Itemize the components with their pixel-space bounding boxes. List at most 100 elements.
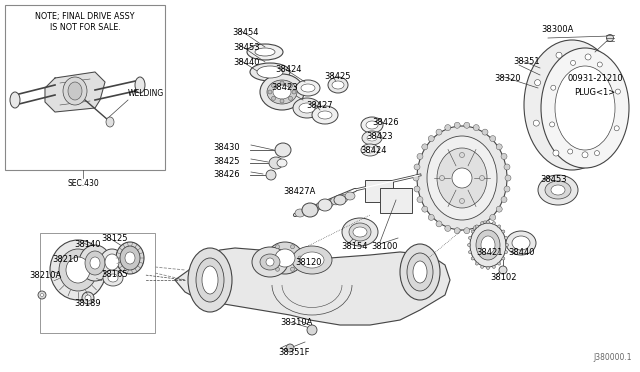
- Circle shape: [467, 244, 470, 247]
- Ellipse shape: [541, 48, 629, 168]
- Ellipse shape: [470, 223, 506, 267]
- Ellipse shape: [85, 251, 105, 275]
- Ellipse shape: [188, 248, 232, 312]
- Text: PLUG<1>: PLUG<1>: [574, 88, 615, 97]
- Circle shape: [440, 176, 445, 180]
- Circle shape: [597, 62, 602, 67]
- Text: 38430: 38430: [213, 143, 239, 152]
- Ellipse shape: [273, 85, 291, 99]
- Text: SEC.430: SEC.430: [67, 179, 99, 188]
- Text: 38440: 38440: [508, 248, 534, 257]
- Ellipse shape: [338, 195, 348, 202]
- Ellipse shape: [428, 214, 434, 220]
- Ellipse shape: [501, 196, 507, 203]
- Ellipse shape: [312, 106, 338, 124]
- Circle shape: [502, 257, 505, 260]
- Text: 38423: 38423: [271, 83, 298, 92]
- Ellipse shape: [302, 206, 312, 215]
- Text: WELDING: WELDING: [128, 89, 164, 98]
- Text: 38165: 38165: [101, 270, 127, 279]
- Ellipse shape: [10, 92, 20, 108]
- Ellipse shape: [545, 181, 571, 199]
- Ellipse shape: [295, 209, 305, 217]
- Ellipse shape: [490, 214, 496, 220]
- Circle shape: [607, 35, 614, 42]
- Ellipse shape: [482, 221, 488, 227]
- Circle shape: [506, 244, 509, 247]
- Ellipse shape: [63, 77, 87, 105]
- Ellipse shape: [260, 74, 304, 110]
- Ellipse shape: [275, 249, 295, 267]
- Circle shape: [585, 54, 591, 60]
- Circle shape: [504, 236, 508, 240]
- Circle shape: [582, 152, 588, 158]
- Circle shape: [298, 256, 302, 260]
- Ellipse shape: [504, 186, 510, 192]
- Circle shape: [85, 295, 91, 301]
- Text: 38120: 38120: [295, 258, 321, 267]
- Ellipse shape: [120, 246, 140, 270]
- Ellipse shape: [105, 254, 119, 270]
- Ellipse shape: [504, 164, 510, 170]
- Text: 38140: 38140: [74, 240, 100, 249]
- Circle shape: [498, 225, 500, 228]
- Ellipse shape: [551, 185, 565, 195]
- Text: 38427A: 38427A: [283, 187, 316, 196]
- Text: 38351: 38351: [513, 57, 540, 66]
- Ellipse shape: [342, 218, 378, 246]
- Ellipse shape: [414, 186, 420, 192]
- Ellipse shape: [473, 125, 479, 131]
- Circle shape: [468, 236, 472, 240]
- Text: 38423: 38423: [366, 132, 392, 141]
- Ellipse shape: [437, 148, 487, 208]
- Ellipse shape: [481, 236, 495, 254]
- Circle shape: [498, 262, 500, 265]
- Circle shape: [568, 149, 573, 154]
- Ellipse shape: [417, 196, 423, 203]
- Ellipse shape: [331, 197, 340, 205]
- Text: 38426: 38426: [213, 170, 239, 179]
- Circle shape: [471, 230, 474, 233]
- Circle shape: [595, 151, 600, 155]
- Circle shape: [266, 258, 274, 266]
- Ellipse shape: [464, 228, 470, 234]
- Ellipse shape: [482, 129, 488, 135]
- Ellipse shape: [68, 82, 82, 100]
- Circle shape: [289, 84, 292, 88]
- Circle shape: [553, 150, 559, 156]
- Circle shape: [481, 222, 484, 225]
- Circle shape: [292, 90, 296, 94]
- Ellipse shape: [59, 249, 97, 291]
- Ellipse shape: [247, 44, 283, 60]
- Circle shape: [307, 325, 317, 335]
- Ellipse shape: [267, 242, 303, 274]
- Bar: [5, 5, 165, 170]
- Circle shape: [268, 90, 272, 94]
- Ellipse shape: [90, 257, 100, 269]
- Circle shape: [551, 85, 556, 90]
- Circle shape: [481, 265, 484, 268]
- Ellipse shape: [301, 84, 315, 92]
- Polygon shape: [175, 248, 450, 325]
- Circle shape: [291, 245, 294, 249]
- Circle shape: [40, 294, 44, 296]
- Text: 38300A: 38300A: [541, 25, 573, 34]
- Text: 38427: 38427: [306, 101, 333, 110]
- Circle shape: [275, 245, 280, 249]
- Circle shape: [452, 168, 472, 188]
- Circle shape: [38, 291, 46, 299]
- Ellipse shape: [422, 144, 428, 150]
- Ellipse shape: [349, 223, 371, 241]
- Ellipse shape: [106, 117, 114, 127]
- Text: 38426: 38426: [372, 118, 399, 127]
- Ellipse shape: [79, 245, 111, 281]
- Ellipse shape: [417, 126, 507, 230]
- Circle shape: [289, 96, 292, 100]
- Ellipse shape: [252, 247, 288, 277]
- Ellipse shape: [324, 199, 333, 207]
- Ellipse shape: [250, 63, 290, 81]
- Ellipse shape: [332, 81, 344, 89]
- Ellipse shape: [100, 249, 124, 275]
- Ellipse shape: [361, 144, 379, 156]
- Ellipse shape: [318, 199, 332, 211]
